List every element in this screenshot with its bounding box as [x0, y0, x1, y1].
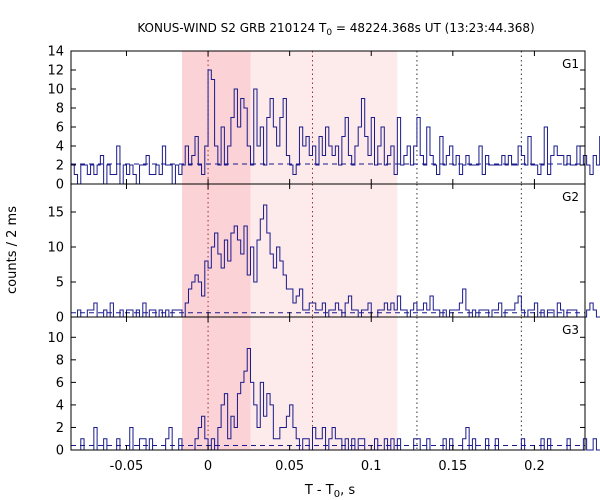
chart-title: KONUS-WIND S2 GRB 210124 T0 = 48224.368s…	[137, 21, 534, 38]
y-tick-label: 15	[47, 206, 64, 221]
y-tick-label: 10	[47, 331, 64, 346]
y-tick-label: 8	[56, 353, 64, 368]
x-tick-label: -0.05	[110, 459, 144, 474]
x-tick-label: 0.1	[361, 459, 382, 474]
x-tick-label: 0.05	[275, 459, 304, 474]
shaded-region-dark	[181, 317, 251, 450]
y-tick-label: 0	[56, 311, 64, 326]
panel-g2: 0 5 10 15 G2	[47, 183, 600, 326]
y-tick-label: 4	[56, 140, 64, 155]
panel-label: G3	[562, 323, 579, 337]
panel-label: G2	[562, 190, 579, 204]
y-tick-label: 6	[56, 121, 64, 136]
y-tick-label: 14	[47, 45, 64, 60]
x-tick-label: 0.2	[524, 459, 545, 474]
x-tick-label: 0.15	[438, 459, 467, 474]
y-tick-label: 0	[56, 178, 64, 193]
y-tick-label: 2	[56, 159, 64, 174]
shaded-region-light	[250, 317, 398, 450]
panel-g1: 0 2 4 6 8 10 12 14 G1	[47, 45, 600, 193]
histogram-g3	[71, 348, 600, 451]
y-tick-label: 12	[47, 64, 64, 79]
y-axis-title: counts / 2 ms	[5, 206, 20, 294]
y-tick-label: 10	[47, 241, 64, 256]
y-tick-label: 6	[56, 376, 64, 391]
y-tick-label: 8	[56, 102, 64, 117]
y-tick-label: 10	[47, 83, 64, 98]
y-tick-label: 4	[56, 398, 64, 413]
shaded-region-dark	[181, 184, 251, 317]
x-tick-label: 0	[204, 459, 212, 474]
y-tick-label: 2	[56, 421, 64, 436]
panel-frame	[70, 316, 586, 451]
y-tick-label: 5	[56, 276, 64, 291]
y-tick-label: 0	[56, 444, 64, 459]
x-axis-title: T - T0, s	[304, 483, 355, 500]
shaded-region-dark	[181, 51, 251, 184]
histogram-g1	[71, 69, 600, 185]
shaded-region-light	[250, 184, 398, 317]
panel-label: G1	[562, 57, 579, 71]
panel-g3: 0 2 4 6 8 10 G3	[47, 316, 600, 459]
